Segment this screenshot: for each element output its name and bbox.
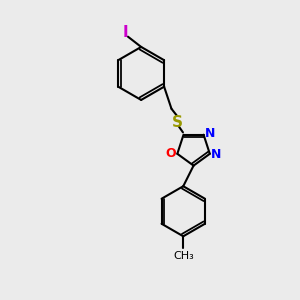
Text: I: I bbox=[122, 25, 128, 40]
Text: N: N bbox=[211, 148, 221, 161]
Text: S: S bbox=[172, 115, 183, 130]
Text: CH₃: CH₃ bbox=[173, 251, 194, 261]
Text: O: O bbox=[166, 147, 176, 160]
Text: N: N bbox=[205, 127, 215, 140]
